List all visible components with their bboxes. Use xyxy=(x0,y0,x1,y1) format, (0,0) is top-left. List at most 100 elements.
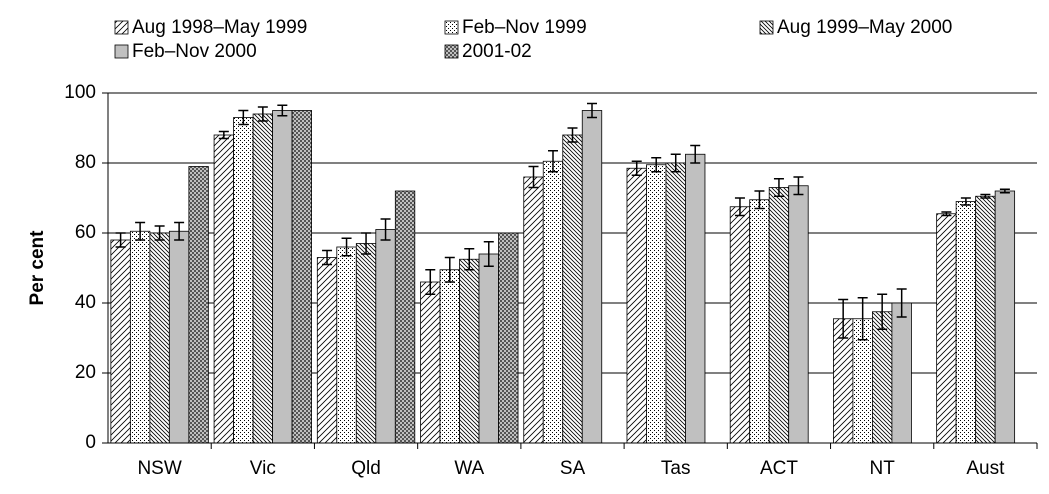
y-tick-label: 60 xyxy=(75,222,96,243)
error-bar xyxy=(174,221,185,241)
error-bar xyxy=(567,127,578,143)
bar xyxy=(581,110,603,444)
bar xyxy=(439,269,460,444)
error-bar xyxy=(115,232,126,248)
bar xyxy=(872,311,893,444)
bar xyxy=(129,230,151,444)
bar xyxy=(542,160,564,444)
error-bar xyxy=(838,298,849,339)
x-tick-label: NT xyxy=(870,458,896,479)
error-bar xyxy=(896,288,907,318)
error-bar xyxy=(361,232,372,255)
bar xyxy=(665,162,686,444)
bar xyxy=(233,117,254,444)
legend-swatch xyxy=(114,20,129,35)
error-bar xyxy=(528,165,539,189)
y-tick-label: 0 xyxy=(85,432,96,453)
bar xyxy=(272,110,293,444)
x-tick-label: Tas xyxy=(661,458,691,479)
bar xyxy=(478,253,499,444)
x-tick-label: Vic xyxy=(250,458,276,479)
bar xyxy=(729,206,751,444)
error-bar xyxy=(341,237,352,257)
error-bar xyxy=(793,176,804,196)
error-bar xyxy=(754,190,765,210)
x-tick-label: ACT xyxy=(760,458,798,479)
x-tick-label: NSW xyxy=(137,458,181,479)
bar xyxy=(149,232,170,444)
bar xyxy=(523,176,544,444)
bar xyxy=(646,164,667,444)
y-tick-label: 80 xyxy=(75,152,96,173)
error-bar xyxy=(444,256,455,283)
bar xyxy=(955,201,977,444)
error-bar xyxy=(257,106,268,122)
bar xyxy=(498,232,519,444)
bar xyxy=(168,230,190,444)
bar xyxy=(375,229,396,444)
error-bar xyxy=(651,157,662,173)
error-bar xyxy=(631,160,642,176)
bar xyxy=(316,257,338,444)
bar xyxy=(788,185,809,444)
bar xyxy=(749,199,770,444)
legend-swatch xyxy=(759,20,774,35)
y-tick-label: 20 xyxy=(75,362,96,383)
legend-label: 2001-02 xyxy=(462,41,532,62)
legend-label: Aug 1998–May 1999 xyxy=(132,17,307,38)
bar xyxy=(685,153,706,444)
bar xyxy=(626,167,647,444)
bar xyxy=(213,134,234,444)
bar xyxy=(459,258,480,444)
y-axis-label: Per cent xyxy=(27,230,48,306)
error-bar xyxy=(857,297,868,341)
x-tick-label: SA xyxy=(560,458,586,479)
legend-label: Feb–Nov 2000 xyxy=(132,41,257,62)
x-tick-label: Qld xyxy=(351,458,381,479)
error-bar xyxy=(548,150,558,173)
error-bar xyxy=(941,211,952,217)
error-bar xyxy=(154,225,165,241)
bar xyxy=(562,134,583,444)
bar xyxy=(420,281,441,444)
legend-swatch xyxy=(444,44,459,59)
error-bar xyxy=(483,241,494,267)
error-bar xyxy=(877,293,888,330)
error-bar xyxy=(238,109,249,126)
error-bar xyxy=(960,197,971,206)
x-tick-label: Aust xyxy=(966,458,1005,479)
bar xyxy=(994,190,1016,444)
error-bar xyxy=(464,248,475,271)
bar xyxy=(394,190,416,444)
legend-label: Aug 1999–May 2000 xyxy=(777,17,952,38)
x-tick-label: WA xyxy=(454,458,484,479)
error-bar xyxy=(980,193,991,199)
error-bar xyxy=(734,197,745,217)
y-tick-label: 100 xyxy=(64,82,96,103)
bar xyxy=(768,187,790,444)
bar xyxy=(291,110,312,444)
bar xyxy=(188,166,209,444)
error-bar xyxy=(670,153,681,173)
error-bar xyxy=(999,188,1010,194)
legend-swatch xyxy=(444,20,459,35)
error-bar xyxy=(135,221,146,241)
y-tick-label: 40 xyxy=(75,292,96,313)
error-bar xyxy=(218,130,229,140)
error-bar xyxy=(425,269,436,295)
bar xyxy=(975,195,996,444)
bar xyxy=(936,213,957,444)
bar xyxy=(336,246,357,444)
legend-swatch xyxy=(114,44,129,59)
bar xyxy=(355,243,377,444)
error-bar xyxy=(587,102,597,119)
error-bar xyxy=(322,249,333,266)
error-bar xyxy=(773,178,784,197)
error-bar xyxy=(690,144,701,164)
legend-label: Feb–Nov 1999 xyxy=(462,17,587,38)
error-bar xyxy=(277,104,288,117)
bar xyxy=(252,113,273,444)
bar xyxy=(891,302,912,444)
error-bar xyxy=(380,218,391,241)
